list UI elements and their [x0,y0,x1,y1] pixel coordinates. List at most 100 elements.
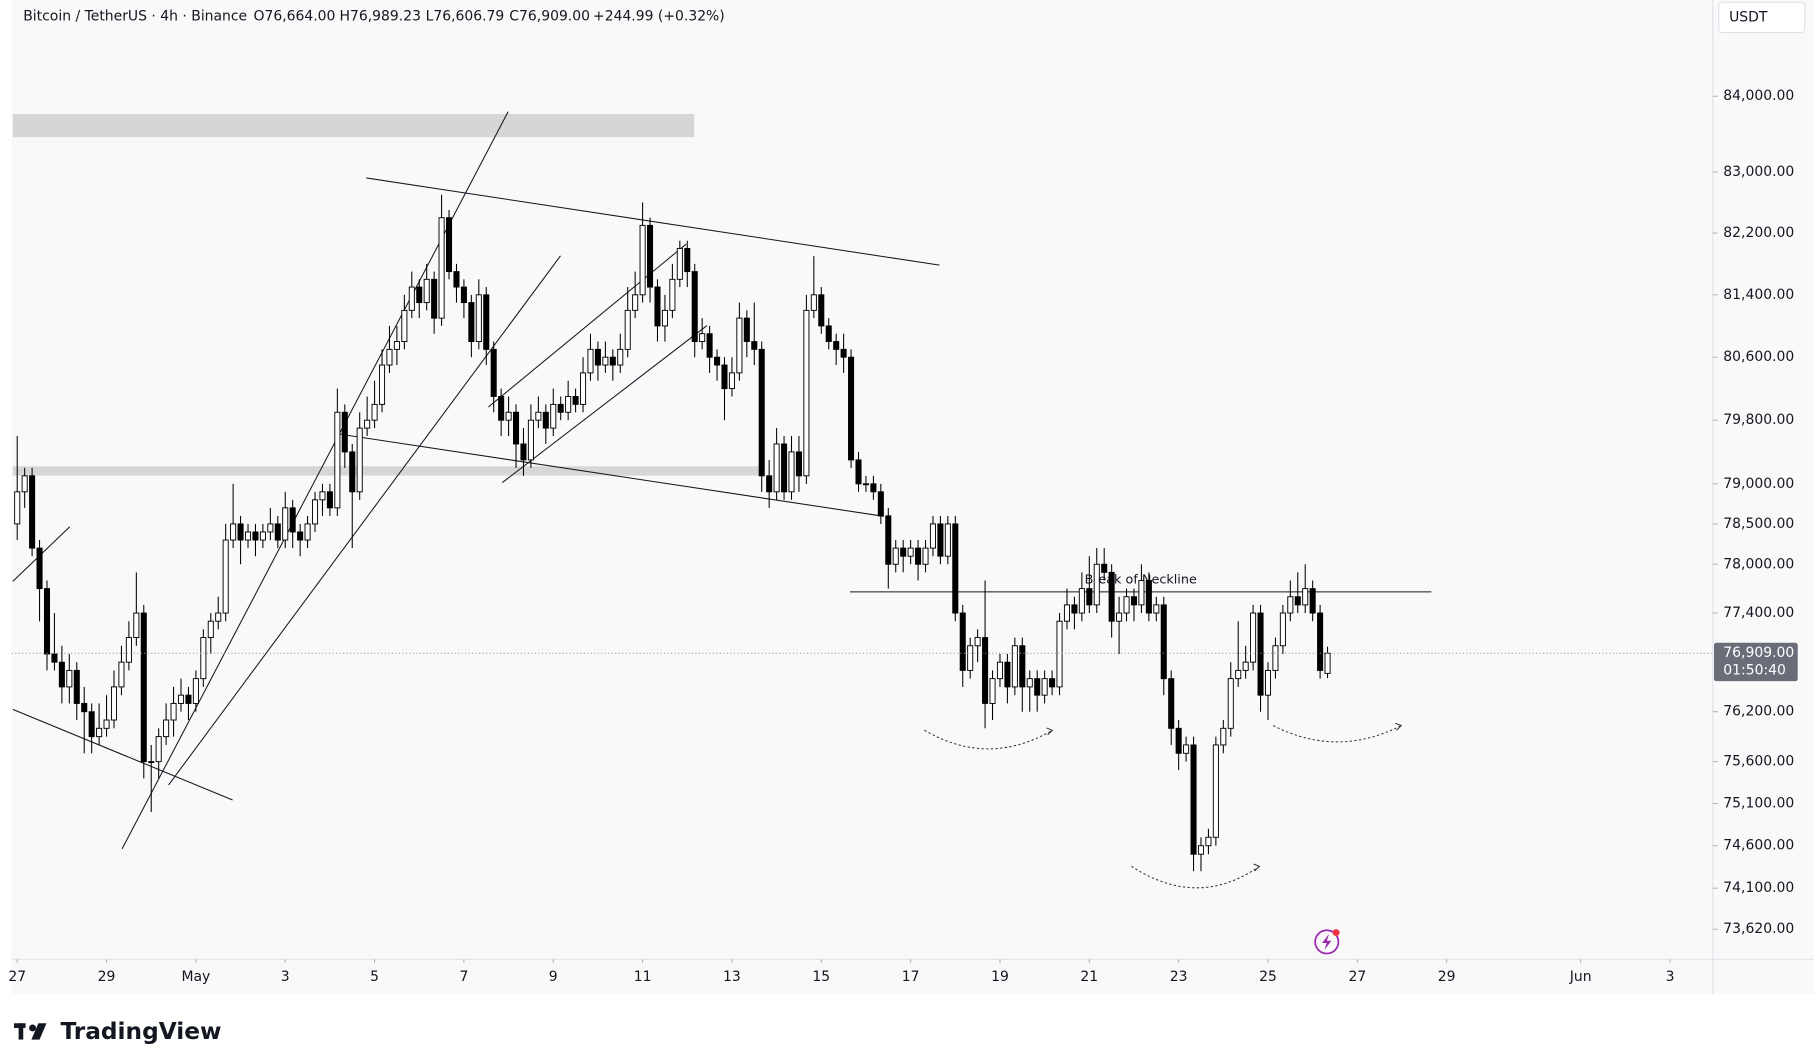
candle-body [483,294,490,350]
candle-body [267,523,274,533]
candle-body [282,507,289,541]
logo-part [18,1023,24,1040]
y-tick-label: 73,620.00 [1723,921,1794,937]
symbol-title: Bitcoin / TetherUS · 4h · Binance [23,8,247,24]
candle-body [937,523,944,557]
y-tick-label: 83,000.00 [1723,164,1794,180]
candle-body [1026,678,1033,688]
candle-body [706,333,713,358]
high-value: H76,989.23 [340,8,421,24]
candle-body [505,411,512,421]
candle-body [88,711,95,738]
candle-body [58,661,65,688]
candle-body [1049,678,1056,688]
candle-body [237,523,244,541]
candle-body [460,286,467,304]
alert-icon[interactable] [1314,929,1340,955]
candle-body [259,531,266,541]
candle-body [803,309,810,477]
candle-body [1034,678,1041,696]
arrow-head [1253,863,1261,872]
candle-body [230,523,237,541]
candle-body [1250,612,1257,663]
x-tick-label: 27 [8,969,26,985]
candle-body [907,547,914,557]
candle-body [371,403,378,421]
candle-body [1160,604,1167,680]
candle-body [1183,744,1190,754]
candle-body [431,278,438,319]
candle-body [1056,620,1063,688]
candle-body [848,356,855,461]
candle-body [490,348,497,397]
y-tick-label: 78,500.00 [1723,516,1794,532]
candle-body [1279,612,1286,647]
candle-body [349,451,356,493]
candle-body [557,403,564,413]
x-tick-label: 5 [370,969,379,985]
candle-body [967,645,974,671]
candle-body [133,612,140,639]
candle-body [475,294,482,343]
candle-body [192,678,199,704]
y-tick-label: 78,000.00 [1723,556,1794,572]
candle-body [944,523,951,557]
candle-body [885,515,892,565]
candle-body [855,459,862,485]
currency-box[interactable] [1718,1,1806,34]
candle-body [617,348,624,366]
candle-body [550,403,557,429]
price-axis-background [1712,0,1814,995]
candle-body [676,247,683,280]
candle-body [773,443,780,493]
candles [14,194,1331,872]
candle-body [602,356,609,366]
candle-body [520,443,527,461]
logo-part [31,1023,47,1040]
candle-body [743,317,750,343]
y-tick-label: 79,800.00 [1723,412,1794,428]
candle-body [1130,596,1138,606]
arrow-head [1046,727,1054,736]
candle-body [118,661,125,688]
plot-background [11,0,1713,960]
candle-body [870,483,877,493]
y-tick-label: 79,000.00 [1723,476,1794,492]
candle-body [21,475,28,493]
candle-body [1063,604,1070,622]
candle-body [818,294,825,327]
logo-part [29,1024,37,1032]
low-value: L76,606.79 [426,8,505,24]
x-tick-label: 19 [991,969,1009,985]
arc-arrows [1046,722,1403,872]
candle-body [1078,588,1085,614]
candle-body [29,475,36,549]
candle-body [654,286,661,327]
trend-line [366,177,940,266]
candle-body [647,224,654,288]
candle-body [416,286,423,304]
candle-body [572,396,579,405]
right-shoulder-arc [1273,725,1402,743]
currency-label[interactable]: USDT [1729,9,1768,25]
candle-body [356,427,363,493]
time-axis-background [11,959,1713,995]
candle-body [974,637,981,647]
y-tick-label: 76,200.00 [1723,704,1794,720]
candle-body [714,356,721,366]
candle-body [833,341,840,350]
alert-dot [1332,929,1340,937]
candle-body [751,341,758,350]
x-tick-label: 17 [902,969,920,985]
brand-logo [13,1023,47,1040]
candle-body [810,294,817,311]
candle-body [1108,571,1115,622]
x-tick-label: 3 [1666,969,1675,985]
x-tick-label: 9 [549,969,558,985]
candle-body [1145,580,1152,614]
candle-body [326,491,333,509]
trend-line [502,325,708,483]
candle-body [1212,744,1219,838]
candle-body [1309,588,1316,614]
